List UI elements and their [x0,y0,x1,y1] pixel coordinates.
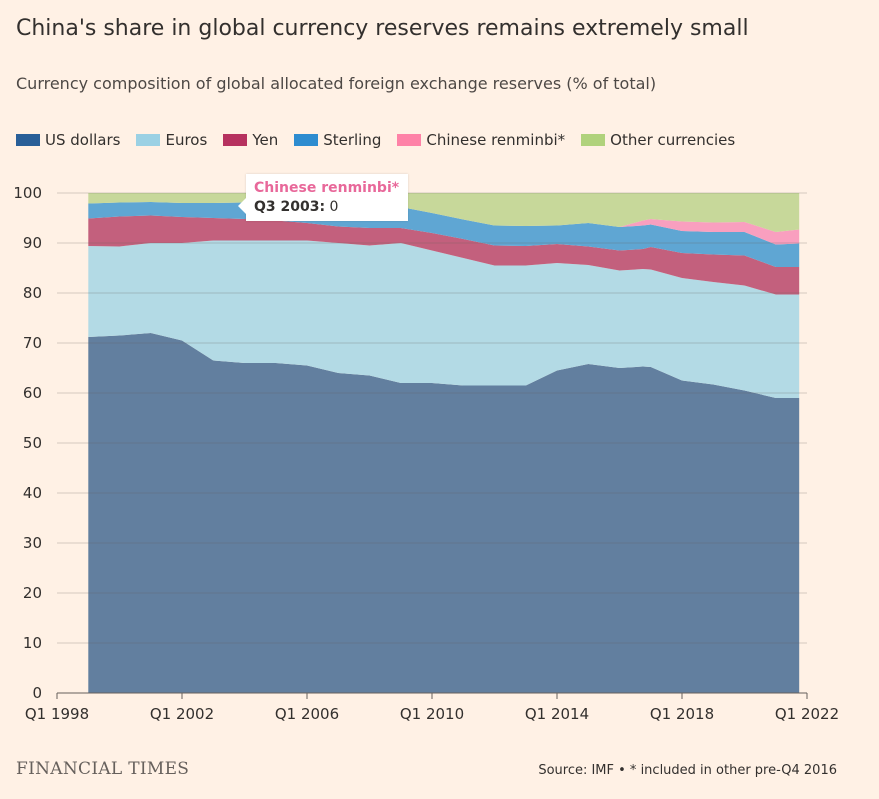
y-tick-label: 80 [23,284,42,302]
legend-item-sterling[interactable]: Sterling [294,131,381,149]
y-tick-label: 30 [23,534,42,552]
legend-swatch-yen [223,134,248,146]
x-tick-label: Q1 1998 [25,705,89,723]
x-tick-label: Q1 2002 [150,705,214,723]
y-tick-label: 10 [23,634,42,652]
y-tick-label: 70 [23,334,42,352]
area-other-currencies[interactable] [88,193,800,232]
legend-item-us-dollars[interactable]: US dollars [16,131,120,149]
legend-label-sterling: Sterling [323,131,382,149]
legend-label-other-currencies: Other currencies [610,131,736,149]
area-chinese-renminbi[interactable] [88,201,800,245]
legend-swatch-us-dollars [16,134,40,146]
legend-label-chinese-renminbi: Chinese renminbi* [426,131,566,149]
hover-tooltip: Chinese renminbi* Q3 2003: 0 [237,174,409,221]
x-tick-label: Q1 2010 [400,705,464,723]
chart-legend: US dollars Euros Yen Sterling Chinese re… [16,131,735,149]
y-axis: 0 10 20 30 40 50 60 70 80 90 100 [13,184,42,702]
y-tick-label: 0 [32,684,42,702]
area-euros[interactable] [88,240,800,399]
x-axis: Q1 1998 Q1 2002 Q1 2006 Q1 2010 Q1 2014 Q1 20… [25,693,839,723]
tooltip-period: Q3 2003: [254,199,326,215]
y-tick-label: 50 [23,434,42,452]
area-us-dollars[interactable] [88,333,800,693]
x-tick-label: Q1 2022 [775,705,839,723]
y-tick-label: 20 [23,584,42,602]
legend-swatch-sterling [294,134,319,146]
publisher-logo: FINANCIAL TIMES [16,759,190,779]
x-tick-label: Q1 2006 [275,705,339,723]
legend-item-other-currencies[interactable]: Other currencies [581,131,735,149]
legend-swatch-other-currencies [581,134,606,146]
chart-subtitle: Currency composition of global allocated… [16,74,657,93]
y-tick-label: 100 [13,184,42,202]
legend-item-chinese-renminbi[interactable]: Chinese renminbi* [397,131,565,149]
source-note: Source: IMF • * included in other pre-Q4… [538,763,837,778]
tooltip-value: 0 [329,199,339,215]
legend-swatch-chinese-renminbi [397,134,422,146]
x-tick-label: Q1 2018 [650,705,714,723]
y-tick-label: 90 [23,234,42,252]
x-tick-label: Q1 2014 [525,705,589,723]
area-yen[interactable] [88,215,800,295]
legend-swatch-euros [136,134,161,146]
tooltip-series-name: Chinese renminbi* [254,180,400,196]
legend-item-euros[interactable]: Euros [136,131,207,149]
legend-label-us-dollars: US dollars [45,131,121,149]
legend-label-yen: Yen [252,131,279,149]
legend-label-euros: Euros [165,131,208,149]
legend-item-yen[interactable]: Yen [223,131,278,149]
y-tick-label: 60 [23,384,42,402]
chart-title: China's share in global currency reserve… [16,16,749,41]
y-tick-label: 40 [23,484,42,502]
